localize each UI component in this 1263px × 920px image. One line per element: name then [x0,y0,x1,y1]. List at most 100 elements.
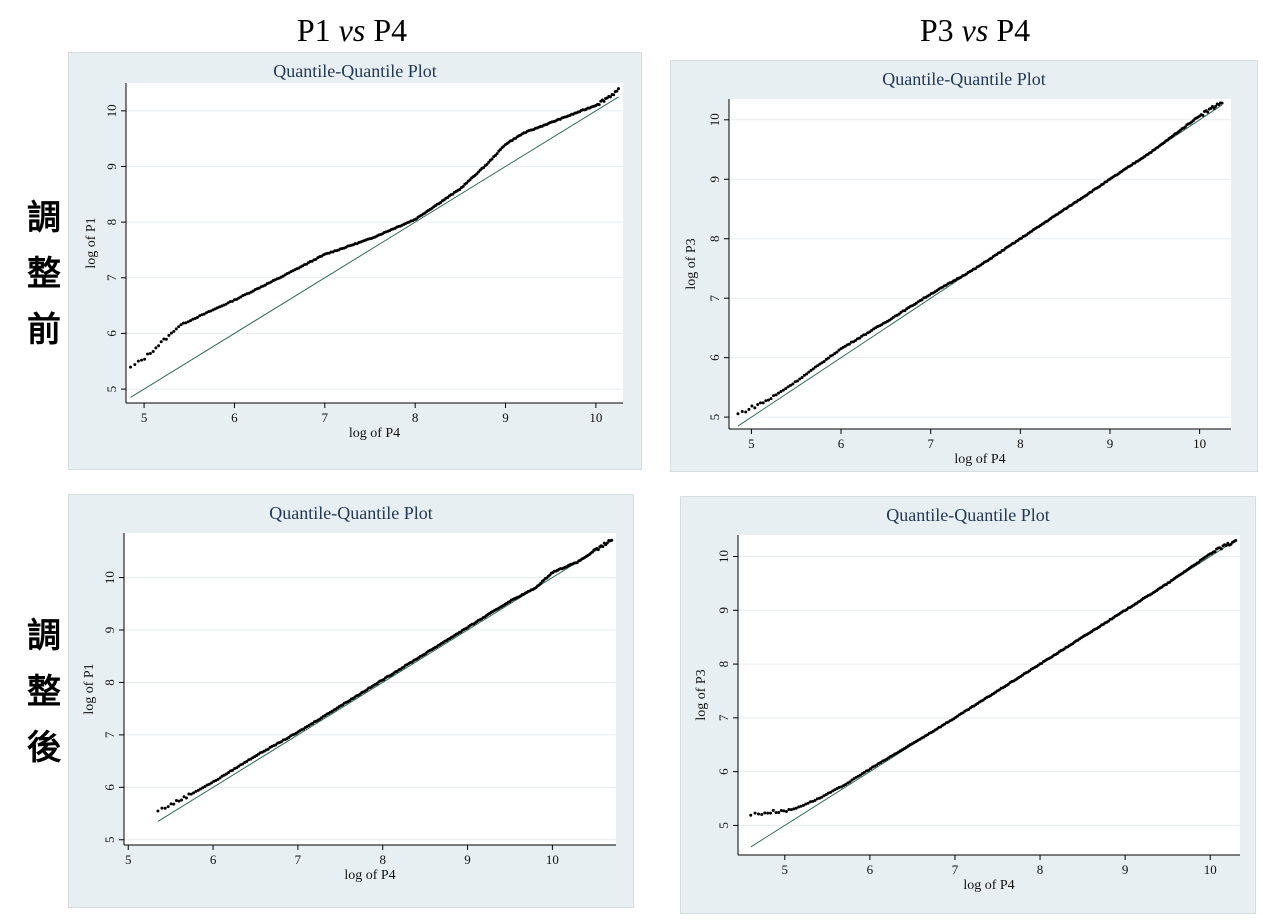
quantile-point [231,768,235,772]
quantile-point [764,399,768,403]
quantile-point [753,406,757,410]
y-axis-label: log of P1 [84,217,99,268]
quantile-point [245,760,249,764]
x-axis-label: log of P4 [963,878,1014,893]
x-tick-label: 6 [231,410,238,425]
quantile-point [251,289,255,293]
quantile-point [184,796,188,800]
quantile-point [189,792,193,796]
quantile-point [1183,125,1187,129]
quantile-point [597,103,601,107]
y-tick-label: 9 [707,176,722,183]
quantile-point [835,350,839,354]
quantile-point [166,805,170,809]
y-tick-label: 7 [716,714,731,721]
qq-plot-svg: Quantile-Quantile Plot 5 6 7 8 9 10 5 6 7 8 9 10 log … [684,69,1231,467]
quantile-point [789,383,793,387]
quantile-point [747,407,751,411]
y-tick-label: 9 [102,627,117,634]
row-label-char: 調 [27,198,61,238]
y-tick-label: 10 [716,550,731,563]
quantile-point [218,776,222,780]
quantile-point [616,87,620,91]
quantile-point [133,363,137,367]
quantile-point [763,811,767,815]
quantile-point [740,410,744,414]
quantile-point [202,312,206,316]
column-title-right: P4 [373,12,408,48]
quantile-point [203,785,207,789]
y-tick-label: 7 [102,731,117,738]
x-tick-label: 6 [210,852,217,867]
quantile-point [847,342,851,346]
quantile-point [157,344,161,348]
quantile-point [156,809,160,813]
x-tick-label: 7 [295,852,302,867]
quantile-point [815,797,819,801]
x-tick-label: 8 [1017,436,1024,451]
quantile-point [736,412,740,416]
quantile-point [806,801,810,805]
quantile-point [822,359,826,363]
quantile-point [610,538,614,542]
quantile-point [266,747,270,751]
quantile-point [822,794,826,798]
quantile-point [817,796,821,800]
x-tick-label: 5 [748,436,755,451]
quantile-point [210,781,214,785]
quantile-point [774,393,778,397]
quantile-point [602,99,606,103]
qq-plot-svg: Quantile-Quantile Plot 5 6 7 8 9 10 5 6 7 8 9 10 log … [82,503,616,883]
quantile-point [789,808,793,812]
quantile-point [903,309,907,313]
quantile-point [791,382,795,386]
y-tick-label: 6 [707,354,722,361]
quantile-point [869,767,873,771]
quantile-point [482,166,486,170]
quantile-point [159,340,163,344]
quantile-point [802,373,806,377]
quantile-points [736,101,1224,416]
x-axis-label: log of P4 [349,426,400,441]
y-axis-label: log of P3 [694,669,709,720]
quantile-point [858,336,862,340]
quantile-point [167,333,171,337]
quantile-point [811,367,815,371]
x-tick-label: 5 [141,410,148,425]
quantile-point [198,787,202,791]
y-tick-label: 5 [707,414,722,421]
quantile-point [813,798,817,802]
quantile-point [195,315,199,319]
quantile-point [829,790,833,794]
y-tick-label: 8 [104,219,119,226]
quantile-point [784,810,788,814]
quantile-point [772,394,776,398]
quantile-point [186,320,190,324]
x-tick-label: 7 [322,410,329,425]
quantile-point [608,95,612,99]
quantile-point [1234,538,1238,542]
quantile-points [749,538,1238,817]
row-label-char: 調 [27,616,61,656]
quantile-point [795,379,799,383]
y-axis-label: log of P3 [684,238,699,289]
quantile-point [818,362,822,366]
quantile-point [787,808,791,812]
y-tick-label: 7 [104,274,119,281]
quantile-point [753,811,757,815]
x-tick-label: 8 [379,852,386,867]
row-label-char: 後 [27,728,61,768]
quantile-point [820,795,824,799]
quantile-point [182,795,186,799]
x-tick-label: 7 [952,862,959,877]
quantile-point [235,766,239,770]
quantile-point [756,403,760,407]
quantile-point [207,782,211,786]
column-title-vs: vs [338,12,366,48]
quantile-point [224,302,228,306]
quantile-point [164,337,168,341]
quantile-point [172,329,176,333]
quantile-point [172,802,176,806]
quantile-point [216,777,220,781]
quantile-point [148,351,152,355]
